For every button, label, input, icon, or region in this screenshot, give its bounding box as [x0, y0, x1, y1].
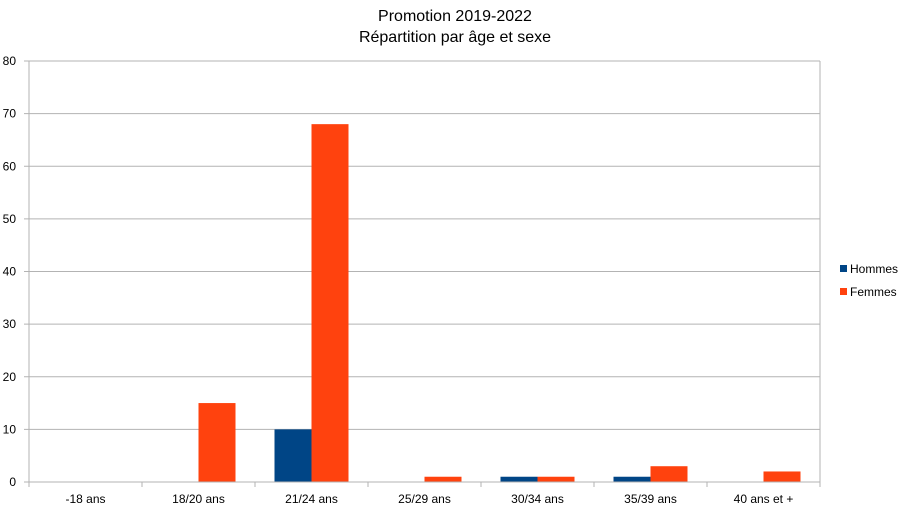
- y-tick-label: 70: [3, 107, 17, 121]
- bar-femmes-3: [424, 476, 462, 482]
- y-tick-label: 0: [9, 475, 16, 489]
- x-tick-label: 30/34 ans: [511, 492, 564, 506]
- legend-swatch-femmes: [840, 288, 847, 295]
- x-tick-label: -18 ans: [65, 492, 105, 506]
- axes: [28, 61, 821, 487]
- gridlines: [24, 60, 820, 483]
- y-tick-label: 50: [3, 212, 17, 226]
- chart-title-line-2: Répartition par âge et sexe: [359, 29, 551, 46]
- x-tick-label: 35/39 ans: [624, 492, 677, 506]
- bar-femmes-4: [537, 476, 575, 482]
- legend: Hommes Femmes: [840, 262, 898, 299]
- x-tick-label: 25/29 ans: [398, 492, 451, 506]
- bar-hommes-2: [274, 429, 312, 482]
- y-tick-label: 40: [3, 265, 17, 279]
- x-tick-label: 18/20 ans: [172, 492, 225, 506]
- bar-hommes-5: [613, 476, 651, 482]
- x-tick-labels: -18 ans 18/20 ans 21/24 ans 25/29 ans 30/34 …: [65, 492, 793, 506]
- y-tick-label: 80: [3, 54, 17, 68]
- bar-femmes-6: [763, 471, 801, 482]
- y-tick-labels: 0 10 20 30 40 50 60 70 80: [3, 54, 17, 489]
- y-tick-label: 60: [3, 159, 17, 173]
- bars-group: [198, 124, 801, 483]
- y-tick-label: 30: [3, 317, 17, 331]
- legend-label-hommes: Hommes: [850, 262, 898, 276]
- x-tick-label: 21/24 ans: [285, 492, 338, 506]
- legend-swatch-hommes: [840, 265, 847, 272]
- x-tick-label: 40 ans et +: [734, 492, 794, 506]
- bar-femmes-5: [650, 466, 688, 482]
- bar-hommes-4: [500, 476, 538, 482]
- bar-femmes-1: [198, 403, 236, 482]
- chart-title-line-1: Promotion 2019-2022: [378, 8, 532, 25]
- legend-label-femmes: Femmes: [850, 285, 897, 299]
- y-tick-label: 10: [3, 422, 17, 436]
- bar-femmes-2: [311, 124, 349, 483]
- y-tick-label: 20: [3, 370, 17, 384]
